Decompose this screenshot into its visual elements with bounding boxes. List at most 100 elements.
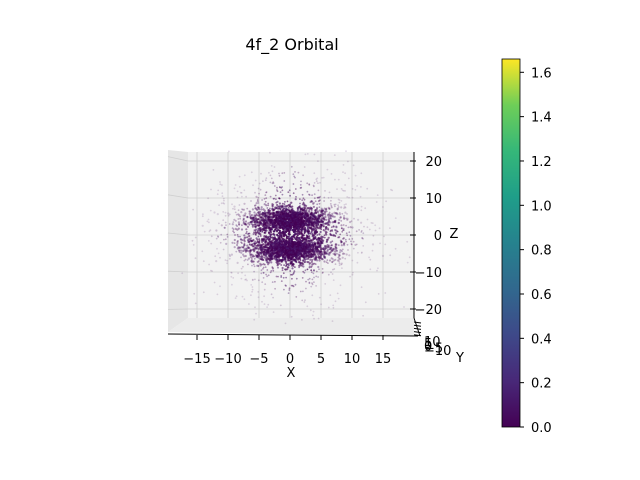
scatter-point xyxy=(259,210,262,213)
scatter-point xyxy=(255,213,258,216)
scatter-point xyxy=(366,226,369,229)
scatter-point xyxy=(313,193,316,196)
scatter-point xyxy=(376,194,379,197)
scatter-point xyxy=(315,275,318,278)
scatter-point xyxy=(260,244,263,247)
scatter-point xyxy=(346,243,349,246)
scatter-point xyxy=(346,217,349,220)
scatter-point xyxy=(315,270,318,273)
scatter-point xyxy=(298,266,300,269)
scatter-point xyxy=(352,271,354,274)
scatter-point xyxy=(297,218,300,221)
scatter-point xyxy=(251,254,254,257)
scatter-point xyxy=(252,216,255,220)
scatter-point xyxy=(223,199,225,202)
scatter-point xyxy=(241,242,243,245)
scatter-point xyxy=(334,219,337,222)
scatter-point xyxy=(362,237,364,240)
scatter-point xyxy=(323,225,325,228)
scatter-point xyxy=(269,151,271,154)
scatter-point xyxy=(309,232,312,235)
scatter-point xyxy=(217,189,220,192)
scatter-point xyxy=(247,257,250,260)
scatter-point xyxy=(298,264,301,267)
scatter-point xyxy=(338,251,341,254)
scatter-point xyxy=(326,244,329,247)
scatter-point xyxy=(259,213,262,216)
scatter-point xyxy=(354,174,357,177)
scatter-point xyxy=(213,211,216,214)
scatter-point xyxy=(234,297,237,299)
scatter-point xyxy=(258,240,261,242)
scatter-point xyxy=(327,222,330,225)
scatter-point xyxy=(295,228,297,231)
scatter-point xyxy=(325,218,328,221)
scatter-point xyxy=(273,233,276,236)
scatter-point xyxy=(240,192,243,194)
scatter-point xyxy=(327,273,330,276)
scatter-point xyxy=(214,255,217,258)
scatter-point xyxy=(319,195,322,198)
scatter-point xyxy=(310,255,313,258)
scatter-point xyxy=(352,164,355,167)
scatter-point xyxy=(317,196,320,199)
scatter-point xyxy=(269,255,271,258)
scatter-point xyxy=(372,234,375,237)
scatter-point xyxy=(261,258,264,261)
scatter-point xyxy=(323,196,326,199)
scatter-point xyxy=(310,226,313,229)
scatter-point xyxy=(330,199,332,202)
scatter-point xyxy=(271,267,274,270)
scatter-point xyxy=(276,221,279,224)
scatter-point xyxy=(292,221,295,224)
scatter-point xyxy=(334,203,337,206)
scatter-point xyxy=(268,226,271,229)
scatter-point xyxy=(335,249,338,252)
scatter-point xyxy=(308,210,311,213)
scatter-point xyxy=(283,172,286,174)
scatter-point xyxy=(301,193,304,196)
scatter-point xyxy=(239,215,242,218)
scatter-point xyxy=(369,268,372,271)
scatter-point xyxy=(322,222,325,225)
scatter-point xyxy=(266,207,269,209)
scatter-point xyxy=(293,231,296,234)
scatter-point xyxy=(299,198,301,201)
scatter-point xyxy=(268,261,271,264)
scatter-point xyxy=(330,173,333,175)
scatter-point xyxy=(263,256,266,259)
scatter-point xyxy=(265,191,268,194)
scatter-point xyxy=(276,189,278,191)
scatter-point xyxy=(341,230,344,233)
y-tick-mark-2 xyxy=(413,327,422,330)
scatter-point xyxy=(244,223,247,226)
scatter-point xyxy=(243,248,246,251)
scatter-point xyxy=(318,206,321,209)
scatter-point xyxy=(308,277,311,280)
scatter-point xyxy=(317,182,319,185)
scatter-point xyxy=(303,301,306,303)
scatter-point xyxy=(268,171,270,174)
scatter-point xyxy=(207,240,210,242)
scatter-point xyxy=(314,209,317,212)
scatter-point xyxy=(228,257,231,260)
scatter-point xyxy=(256,260,259,263)
scatter-point xyxy=(326,250,329,253)
scatter-point xyxy=(356,261,359,264)
scatter-point xyxy=(277,254,280,257)
scatter-point xyxy=(216,293,219,296)
scatter-point xyxy=(331,212,334,215)
scatter-point xyxy=(287,292,290,294)
scatter-point xyxy=(318,199,321,202)
scatter-point xyxy=(271,266,274,268)
scatter-point xyxy=(339,257,342,261)
scatter-point xyxy=(238,175,241,178)
scatter-point xyxy=(293,240,296,244)
scatter-point xyxy=(301,221,303,224)
scatter-point xyxy=(285,261,287,264)
scatter-point xyxy=(301,245,304,248)
scatter-point xyxy=(222,219,225,222)
scatter-point xyxy=(320,223,322,226)
scatter-point xyxy=(314,253,316,255)
colorbar-tick-label-0: 0.0 xyxy=(531,421,552,436)
